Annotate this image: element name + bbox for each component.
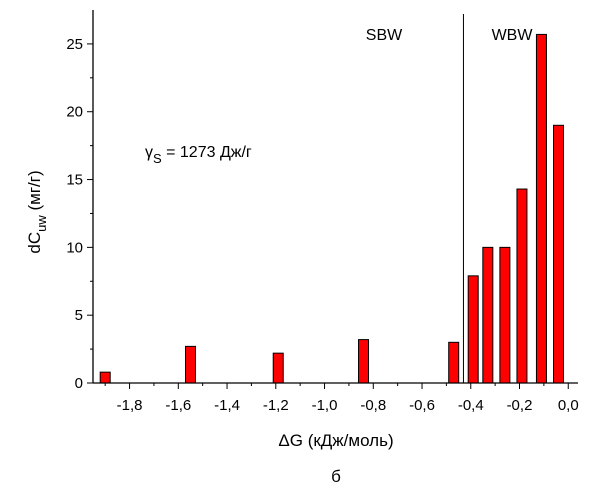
bar-6	[482, 246, 494, 384]
bar-2	[272, 352, 284, 384]
x-tick-label-3: -1,2	[263, 397, 289, 414]
y-tick-label-3: 15	[66, 172, 83, 189]
y-axis-title-sub: uw	[34, 215, 49, 232]
gamma-subscript: S	[153, 151, 162, 166]
x-tick-label-9: 0,0	[558, 397, 579, 414]
y-ticks-group: 0 5 10 15 20 25	[66, 36, 93, 392]
gamma-value: = 1273 Дж/г	[162, 144, 252, 161]
wbw-label: WBW	[492, 27, 534, 44]
bar-4	[448, 341, 460, 384]
bar-8	[516, 188, 528, 384]
y-axis-title-main: dC	[25, 232, 44, 254]
y-tick-label-5: 25	[66, 36, 83, 53]
bar-10	[553, 124, 565, 384]
y-axis-title: dCuw (мг/г)	[25, 170, 49, 253]
x-axis-title: ΔG (кДж/моль)	[278, 431, 393, 450]
x-tick-label-5: -0,8	[360, 397, 386, 414]
x-axis-title-unit: (кДж/моль)	[303, 431, 394, 450]
sbw-label: SBW	[366, 27, 403, 44]
y-tick-label-2: 10	[66, 239, 83, 256]
x-tick-label-4: -1,0	[312, 397, 338, 414]
x-tick-label-8: -0,2	[507, 397, 533, 414]
bars-group	[99, 33, 565, 384]
x-ticks-group: -1,8 -1,6 -1,4 -1,2 -1,0 -0,8 -0,6 -0,4 -0,2 0,0	[104, 383, 579, 414]
bar-5	[467, 275, 479, 384]
y-tick-label-4: 20	[66, 104, 83, 121]
y-tick-label-1: 5	[75, 307, 83, 324]
figure-caption: б	[331, 467, 341, 486]
x-tick-label-1: -1,6	[165, 397, 191, 414]
bar-7	[499, 246, 511, 384]
gamma-annotation: γS = 1273 Дж/г	[145, 144, 252, 166]
x-tick-label-6: -0,6	[409, 397, 435, 414]
gamma-symbol: γ	[145, 144, 153, 161]
y-tick-label-0: 0	[75, 375, 83, 392]
bar-3	[358, 339, 370, 384]
axes-group	[92, 10, 578, 384]
x-tick-label-2: -1,4	[214, 397, 240, 414]
x-tick-label-0: -1,8	[117, 397, 143, 414]
bar-1	[184, 345, 196, 384]
x-axis-title-delta: ΔG	[278, 431, 303, 450]
y-axis-title-unit: (мг/г)	[25, 170, 44, 215]
bar-0	[99, 371, 111, 384]
bar-9	[535, 33, 547, 384]
x-tick-label-7: -0,4	[458, 397, 484, 414]
